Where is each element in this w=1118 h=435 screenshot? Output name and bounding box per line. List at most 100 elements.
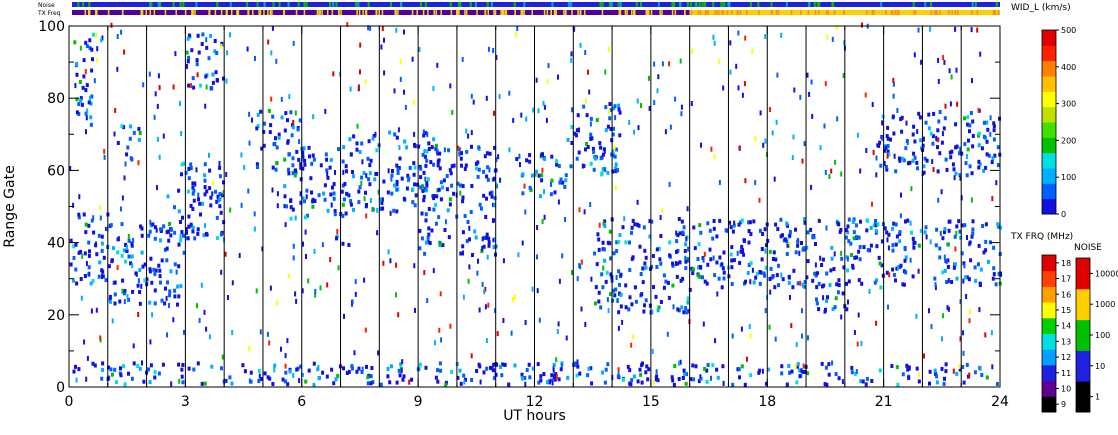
scatter-pixel [915, 313, 918, 319]
tx-freq-speck [145, 10, 148, 15]
echo-pixel [612, 251, 616, 256]
echo-pixel [420, 211, 424, 216]
tx-freq-speck [321, 10, 323, 15]
scatter-pixel [103, 154, 106, 160]
echo-pixel [193, 236, 197, 241]
echo-pixel [705, 368, 709, 373]
echo-pixel [157, 263, 161, 268]
scatter-pixel [485, 95, 488, 101]
scatter-pixel [359, 69, 361, 75]
echo-pixel [310, 190, 313, 195]
echo-pixel [846, 224, 850, 229]
echo-pixel [817, 307, 821, 312]
echo-pixel [796, 243, 800, 248]
echo-pixel [124, 259, 128, 264]
echo-pixel [711, 236, 715, 241]
echo-pixel [423, 149, 427, 154]
tx-freq-speck [648, 10, 650, 15]
echo-pixel [595, 262, 599, 267]
tx-freq-speck [976, 10, 979, 15]
echo-pixel [364, 190, 367, 195]
echo-pixel [618, 110, 622, 115]
scatter-pixel [337, 265, 340, 271]
echo-pixel [606, 170, 610, 175]
echo-pixel [380, 200, 384, 205]
echo-pixel [187, 214, 191, 219]
echo-pixel [101, 361, 105, 366]
echo-pixel [288, 369, 292, 374]
echo-pixel [118, 299, 122, 304]
scatter-pixel [69, 166, 72, 171]
echo-pixel [806, 230, 810, 235]
scatter-pixel [718, 58, 721, 64]
echo-pixel [685, 372, 688, 377]
scatter-pixel [833, 251, 836, 257]
echo-pixel [731, 229, 735, 234]
tx-freq-speck [319, 10, 321, 15]
scatter-pixel [550, 181, 552, 187]
echo-pixel [204, 74, 208, 79]
echo-pixel [830, 245, 834, 250]
scatter-pixel [718, 180, 721, 185]
echo-pixel [737, 367, 741, 372]
echo-pixel [324, 152, 328, 157]
scatter-pixel [376, 207, 379, 213]
scatter-pixel [254, 56, 256, 61]
echo-pixel [977, 143, 981, 148]
scatter-pixel [576, 359, 579, 365]
colorbar-tick-label: 10000 [1095, 269, 1118, 278]
tx-freq-speck [381, 10, 384, 15]
echo-pixel [961, 365, 965, 369]
scatter-pixel [966, 235, 968, 240]
scatter-pixel [801, 308, 803, 314]
scatter-pixel [954, 26, 957, 32]
echo-pixel [289, 198, 293, 203]
scatter-pixel [680, 111, 683, 117]
echo-pixel [724, 228, 728, 233]
echo-pixel [101, 274, 105, 279]
echo-pixel [148, 269, 152, 274]
tx-freq-speck [84, 10, 87, 15]
echo-pixel [758, 368, 762, 373]
scatter-pixel [892, 81, 895, 87]
echo-pixel [130, 241, 134, 246]
scatter-pixel [826, 34, 829, 40]
scatter-pixel [120, 29, 123, 35]
echo-pixel [947, 219, 951, 224]
echo-pixel [189, 222, 193, 227]
scatter-pixel [979, 51, 982, 57]
echo-pixel [992, 266, 996, 271]
echo-pixel [932, 111, 936, 116]
echo-pixel [180, 367, 184, 372]
echo-pixel [199, 212, 202, 217]
echo-pixel [120, 253, 124, 258]
echo-pixel [795, 364, 799, 369]
scatter-pixel [738, 145, 741, 151]
scatter-pixel [298, 139, 301, 144]
echo-pixel [960, 223, 964, 228]
tx-freq-speck [818, 10, 820, 15]
echo-pixel [189, 166, 193, 170]
scatter-pixel [353, 350, 356, 356]
scatter-pixel [810, 79, 813, 85]
echo-pixel [179, 238, 183, 243]
echo-pixel [219, 232, 223, 237]
scatter-pixel [389, 258, 392, 264]
echo-pixel [573, 131, 577, 136]
scatter-pixel [906, 140, 909, 146]
echo-pixel [924, 120, 928, 125]
echo-pixel [438, 166, 442, 171]
tx-freq-speck [736, 10, 739, 15]
scatter-pixel [749, 333, 752, 339]
echo-pixel [879, 285, 883, 290]
echo-pixel [547, 379, 551, 384]
echo-pixel [672, 382, 676, 387]
echo-pixel [153, 272, 157, 277]
echo-pixel [851, 265, 855, 270]
echo-pixel [712, 226, 716, 231]
scatter-pixel [758, 197, 761, 203]
echo-pixel [943, 376, 946, 381]
noise-speck [246, 2, 249, 7]
scatter-pixel [578, 127, 580, 133]
